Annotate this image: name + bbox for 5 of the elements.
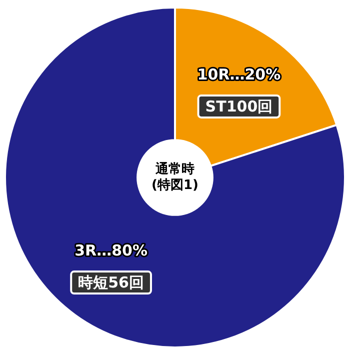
slice-label: 3R…80% [74,241,148,260]
text: 通常時 (特図1) [152,160,198,193]
text: 時短56回 [78,273,144,292]
text: ST100回 [205,97,273,116]
slice-label: 10R…20% [197,65,281,84]
